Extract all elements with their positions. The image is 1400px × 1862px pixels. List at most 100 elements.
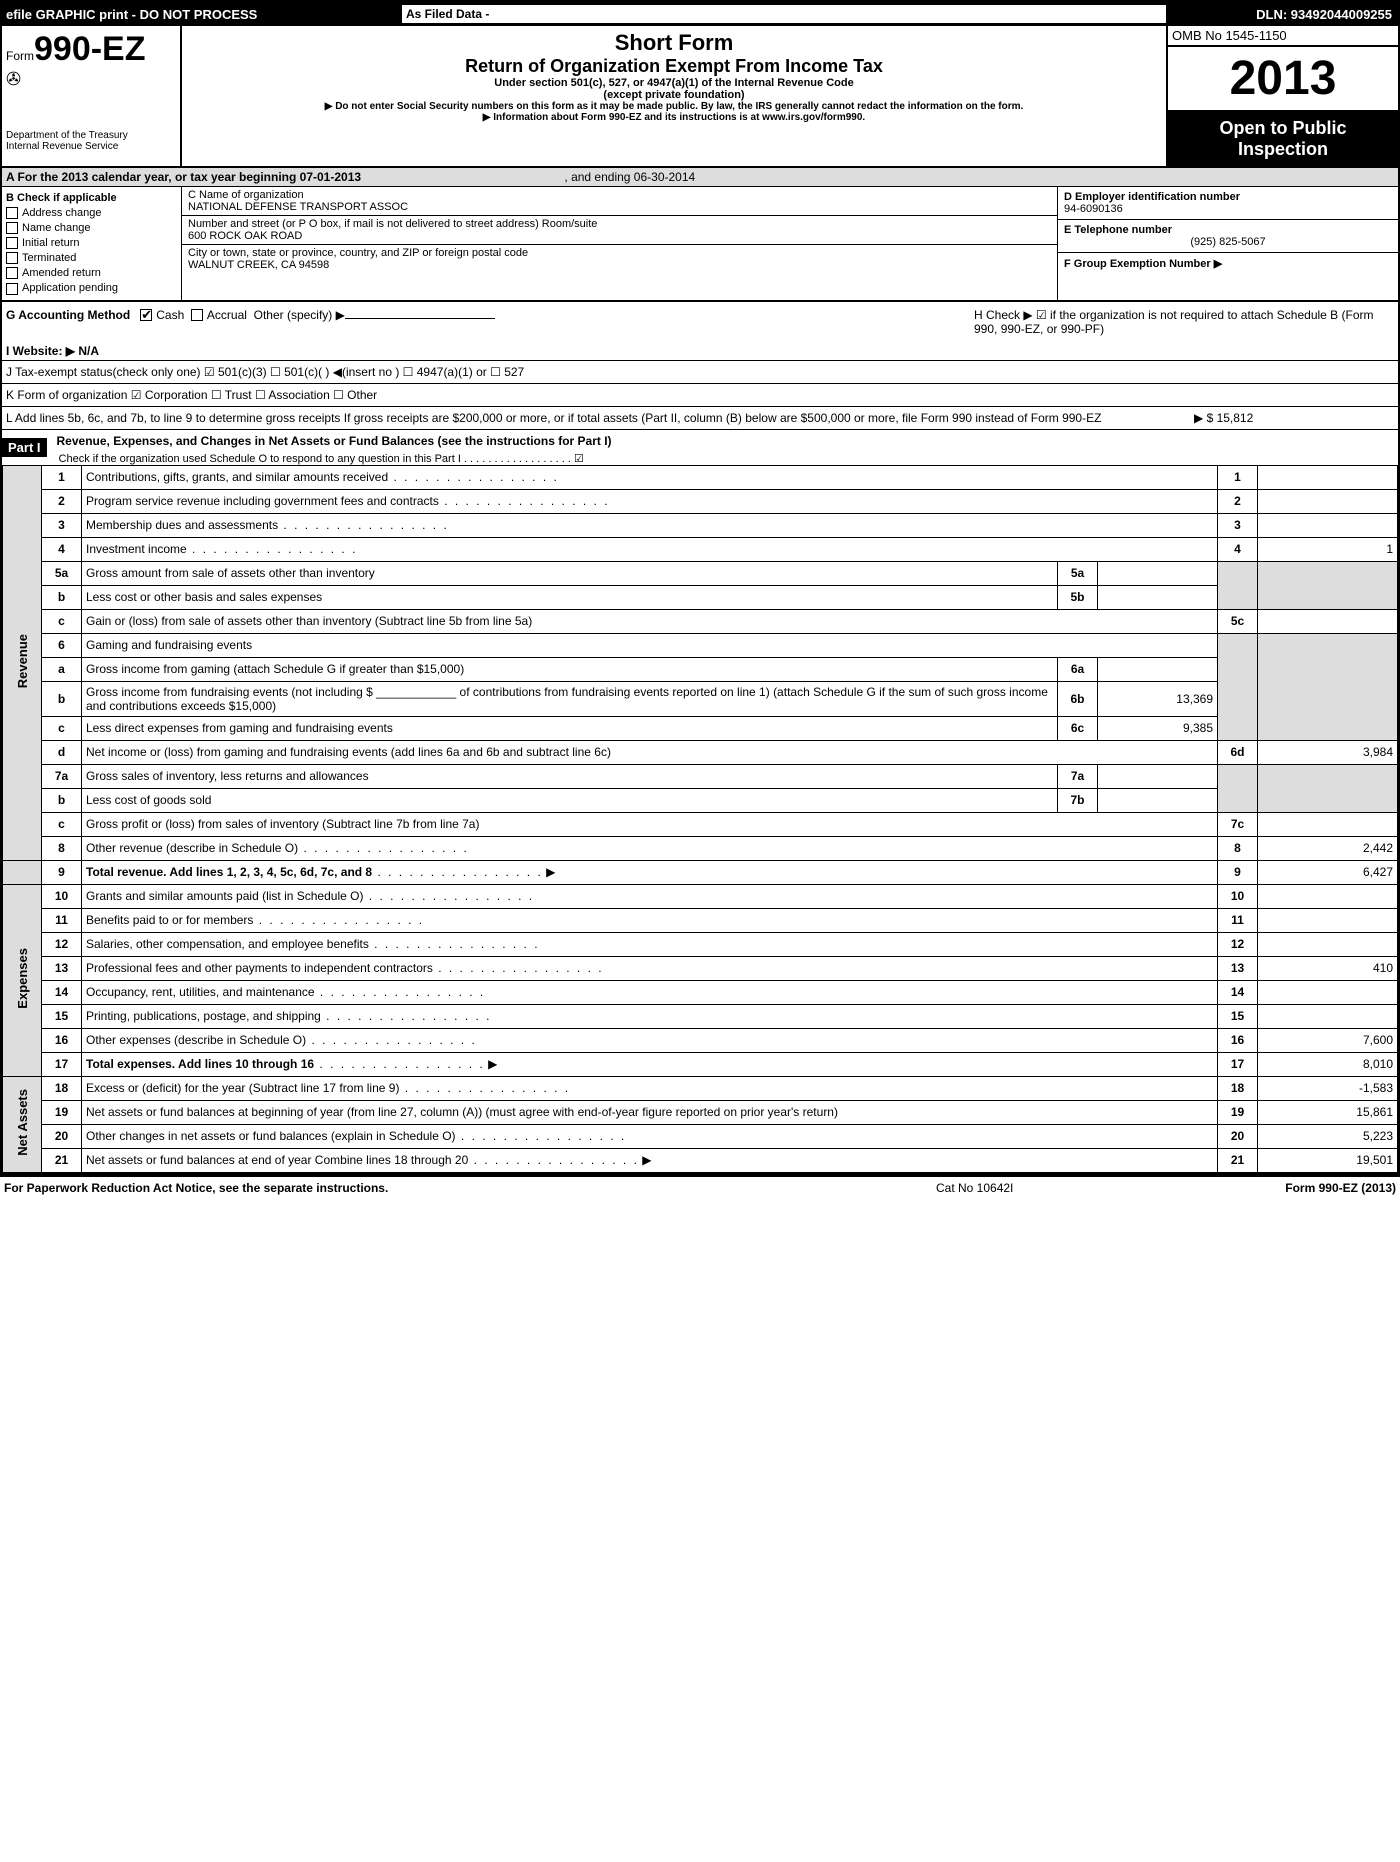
line-15: 15 Printing, publications, postage, and … [3, 1004, 1398, 1028]
col-b-checkboxes: B Check if applicable Address change Nam… [2, 187, 182, 300]
col-b-title: B Check if applicable [6, 192, 117, 204]
header-mid: Short Form Return of Organization Exempt… [182, 26, 1168, 166]
g-label: G Accounting Method [6, 308, 130, 322]
subtitle-except: (except private foundation) [186, 89, 1162, 101]
line-18: Net Assets 18 Excess or (deficit) for th… [3, 1076, 1398, 1100]
line-6d: d Net income or (loss) from gaming and f… [3, 740, 1398, 764]
footer-cat: Cat No 10642I [936, 1181, 1196, 1195]
row-l-value: ▶ $ 15,812 [1194, 411, 1394, 425]
tax-year: 2013 [1168, 47, 1398, 112]
line-5c: c Gain or (loss) from sale of assets oth… [3, 609, 1398, 633]
line-19: 19 Net assets or fund balances at beginn… [3, 1100, 1398, 1124]
chk-initial-return[interactable]: Initial return [6, 237, 177, 249]
ein-value: 94-6090136 [1064, 203, 1392, 215]
line-13: 13 Professional fees and other payments … [3, 956, 1398, 980]
warning-ssn: ▶ Do not enter Social Security numbers o… [186, 101, 1162, 112]
form-label: Form [6, 49, 34, 63]
org-street-block: Number and street (or P O box, if mail i… [182, 216, 1057, 245]
line-7b: b Less cost of goods sold 7b [3, 788, 1398, 812]
website-value: I Website: ▶ N/A [6, 344, 99, 358]
chk-cash[interactable] [140, 309, 152, 321]
ein-label: D Employer identification number [1064, 191, 1240, 203]
section-b-through-f: B Check if applicable Address change Nam… [2, 187, 1398, 302]
row-a-end: , and ending 06-30-2014 [564, 170, 695, 184]
accounting-method: G Accounting Method Cash Accrual Other (… [6, 308, 974, 336]
netassets-label: Net Assets [15, 1089, 30, 1156]
line-5b: b Less cost or other basis and sales exp… [3, 585, 1398, 609]
title-return: Return of Organization Exempt From Incom… [186, 56, 1162, 77]
header-left: Form990-EZ ✇ Department of the Treasury … [2, 26, 182, 166]
line-21: 21 Net assets or fund balances at end of… [3, 1148, 1398, 1172]
row-k-org-form: K Form of organization ☑ Corporation ☐ T… [2, 384, 1398, 407]
open-line2: Inspection [1174, 139, 1392, 160]
line-16: 16 Other expenses (describe in Schedule … [3, 1028, 1398, 1052]
row-l-text: L Add lines 5b, 6c, and 7b, to line 9 to… [6, 411, 1194, 425]
form-num: 990-EZ [34, 30, 146, 68]
org-street-label: Number and street (or P O box, if mail i… [188, 218, 1051, 230]
line-10: Expenses 10 Grants and similar amounts p… [3, 884, 1398, 908]
line-1: Revenue 1 Contributions, gifts, grants, … [3, 465, 1398, 489]
org-city-label: City or town, state or province, country… [188, 247, 1051, 259]
chk-application-pending[interactable]: Application pending [6, 282, 177, 294]
line-5a: 5a Gross amount from sale of assets othe… [3, 561, 1398, 585]
open-line1: Open to Public [1174, 118, 1392, 139]
org-name-block: C Name of organization NATIONAL DEFENSE … [182, 187, 1057, 216]
chk-terminated[interactable]: Terminated [6, 252, 177, 264]
part-1-sub: Check if the organization used Schedule … [53, 452, 1398, 465]
phone-value: (925) 825-5067 [1064, 236, 1392, 248]
org-city-block: City or town, state or province, country… [182, 245, 1057, 273]
org-name-label: C Name of organization [188, 189, 1051, 201]
phone-label: E Telephone number [1064, 224, 1172, 236]
line-7c: c Gross profit or (loss) from sales of i… [3, 812, 1398, 836]
line-11: 11 Benefits paid to or for members 11 [3, 908, 1398, 932]
line-9: 9 Total revenue. Add lines 1, 2, 3, 4, 5… [3, 860, 1398, 884]
line-17: 17 Total expenses. Add lines 10 through … [3, 1052, 1398, 1076]
line-6: 6 Gaming and fundraising events [3, 633, 1398, 657]
omb-number: OMB No 1545-1150 [1168, 26, 1398, 47]
page-footer: For Paperwork Reduction Act Notice, see … [0, 1175, 1400, 1199]
phone-block: E Telephone number (925) 825-5067 [1058, 220, 1398, 253]
lines-table: Revenue 1 Contributions, gifts, grants, … [2, 465, 1398, 1173]
row-a-begin: A For the 2013 calendar year, or tax yea… [6, 170, 361, 184]
header-right: OMB No 1545-1150 2013 Open to Public Ins… [1168, 26, 1398, 166]
line-2: 2 Program service revenue including gove… [3, 489, 1398, 513]
subtitle-section: Under section 501(c), 527, or 4947(a)(1)… [186, 77, 1162, 89]
ein-block: D Employer identification number 94-6090… [1058, 187, 1398, 220]
org-street: 600 ROCK OAK ROAD [188, 230, 1051, 242]
title-short-form: Short Form [186, 30, 1162, 56]
topbar-left: efile GRAPHIC print - DO NOT PROCESS [2, 5, 402, 24]
footer-form: Form 990-EZ (2013) [1196, 1181, 1396, 1195]
line-20: 20 Other changes in net assets or fund b… [3, 1124, 1398, 1148]
topbar-mid: As Filed Data - [402, 5, 1168, 23]
row-g-h: G Accounting Method Cash Accrual Other (… [2, 302, 1398, 342]
dept-irs: Internal Revenue Service [6, 141, 176, 152]
chk-accrual[interactable] [191, 309, 203, 321]
row-j-tax-exempt: J Tax-exempt status(check only one) ☑ 50… [2, 361, 1398, 384]
footer-pra: For Paperwork Reduction Act Notice, see … [4, 1181, 936, 1195]
g-other: Other (specify) ▶ [254, 308, 345, 322]
expenses-label: Expenses [15, 948, 30, 1009]
part-1-header: Part I Revenue, Expenses, and Changes in… [2, 429, 1398, 465]
topbar-dln: DLN: 93492044009255 [1168, 5, 1398, 24]
dept-treasury: Department of the Treasury [6, 90, 176, 141]
row-l-gross-receipts: L Add lines 5b, 6c, and 7b, to line 9 to… [2, 407, 1398, 429]
group-exemption-block: F Group Exemption Number ▶ [1058, 253, 1398, 274]
chk-name-change[interactable]: Name change [6, 222, 177, 234]
group-exemption-label: F Group Exemption Number ▶ [1064, 258, 1222, 270]
chk-amended[interactable]: Amended return [6, 267, 177, 279]
line-3: 3 Membership dues and assessments 3 [3, 513, 1398, 537]
row-i-website: I Website: ▶ N/A [2, 342, 1398, 361]
line-14: 14 Occupancy, rent, utilities, and maint… [3, 980, 1398, 1004]
line-4: 4 Investment income 4 1 [3, 537, 1398, 561]
part-1-label: Part I [2, 438, 47, 457]
open-public: Open to Public Inspection [1168, 112, 1398, 166]
line-6a: a Gross income from gaming (attach Sched… [3, 657, 1398, 681]
part-1-title: Revenue, Expenses, and Changes in Net As… [53, 430, 1398, 452]
chk-address-change[interactable]: Address change [6, 207, 177, 219]
form-header: Form990-EZ ✇ Department of the Treasury … [2, 26, 1398, 168]
line-7a: 7a Gross sales of inventory, less return… [3, 764, 1398, 788]
schedule-b-check: H Check ▶ ☑ if the organization is not r… [974, 308, 1394, 336]
org-name: NATIONAL DEFENSE TRANSPORT ASSOC [188, 201, 1051, 213]
info-link: ▶ Information about Form 990-EZ and its … [186, 112, 1162, 123]
row-a-tax-year: A For the 2013 calendar year, or tax yea… [2, 168, 1398, 187]
